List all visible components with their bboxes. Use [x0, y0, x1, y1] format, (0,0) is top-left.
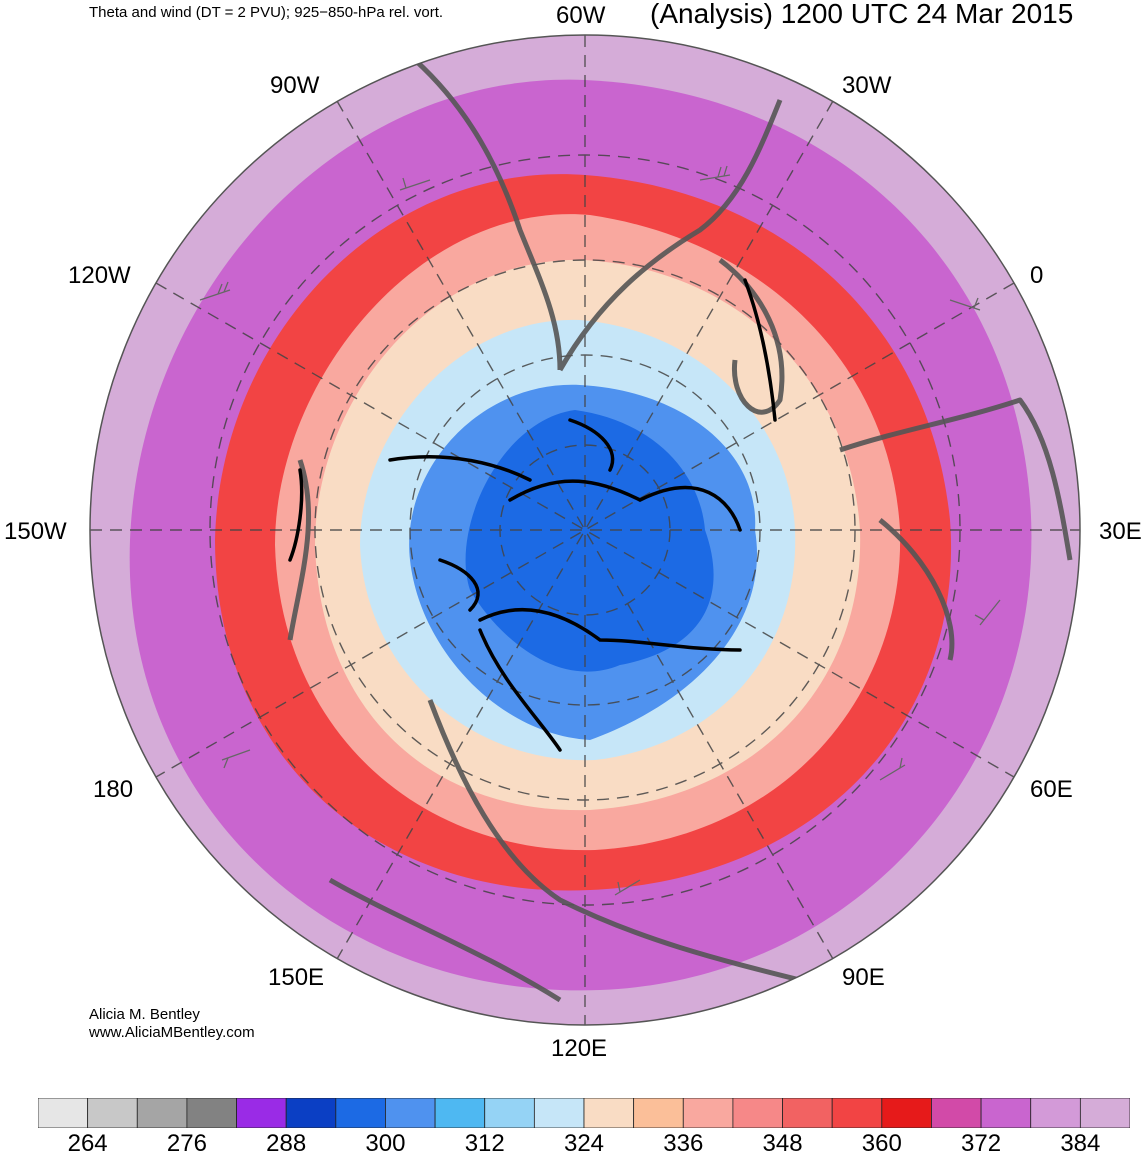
vorticity-contour [438, 558, 480, 612]
colorbar-swatch [186, 1098, 237, 1128]
coastline-alaska [287, 459, 312, 641]
coastline-europe [839, 397, 1073, 661]
wind-barb [879, 757, 906, 781]
colorbar-swatch [38, 1098, 89, 1128]
colorbar-tick-label: 384 [1060, 1130, 1101, 1157]
colorbar-swatch [533, 1098, 585, 1128]
vorticity-contour [478, 607, 742, 652]
wind-barb [974, 599, 1001, 626]
wind-barb [614, 879, 641, 896]
vorticity-contour [743, 278, 777, 422]
credit-website: www.AliciaMBentley.com [89, 1024, 255, 1041]
colorbar-tick-label: 324 [563, 1130, 605, 1157]
coastlines [287, 58, 1073, 1003]
colorbar-swatch [583, 1098, 635, 1128]
lon-label-60e: 60E [1030, 776, 1073, 803]
colorbar-swatch [732, 1098, 783, 1128]
wind-barb [221, 749, 251, 769]
vorticity-contour [508, 479, 742, 532]
vorticity-contours [288, 278, 777, 752]
colorbar-tick-label: 276 [166, 1130, 207, 1157]
lon-label-30e: 30E [1099, 518, 1142, 545]
lon-label-180: 180 [93, 776, 134, 803]
theta-dark-blue-core [465, 410, 714, 672]
colorbar-tick-label: 372 [961, 1130, 1002, 1157]
vorticity-contour [388, 455, 532, 482]
theta-colorbar [38, 1098, 1130, 1128]
colorbar-swatch [434, 1098, 486, 1128]
vorticity-contour [568, 418, 615, 472]
colorbar-swatch [484, 1098, 535, 1128]
colorbar-swatch [633, 1098, 684, 1128]
colorbar-swatch [782, 1098, 833, 1128]
lon-label-150e: 150E [268, 964, 325, 991]
colorbar-swatch [831, 1098, 883, 1128]
chart-subtitle: Theta and wind (DT = 2 PVU); 925−850-hPa… [89, 4, 444, 21]
colorbar-swatch [1030, 1098, 1081, 1128]
wind-barb [399, 177, 431, 191]
lon-label-30w: 30W [842, 72, 892, 99]
lon-label-60w: 60W [556, 2, 606, 29]
vorticity-contour [478, 628, 562, 752]
lon-label-150w: 150W [4, 518, 67, 545]
lat-lon-grid [90, 35, 1080, 1025]
lon-label-90e: 90E [842, 964, 885, 991]
wind-barb [699, 165, 731, 181]
colorbar-tick-label: 264 [67, 1130, 108, 1157]
wind-barbs [199, 165, 1001, 896]
wind-barb [949, 297, 981, 311]
colorbar-swatch [682, 1098, 734, 1128]
polar-stereographic-map [89, 34, 1081, 1026]
colorbar-tick-label: 348 [762, 1130, 803, 1157]
colorbar-swatch [881, 1098, 932, 1128]
colorbar-swatch [980, 1098, 1032, 1128]
colorbar-tick-label: 300 [365, 1130, 406, 1157]
colorbar-swatch [136, 1098, 188, 1128]
colorbar-tick-label: 312 [464, 1130, 505, 1157]
colorbar-tick-label: 360 [861, 1130, 902, 1157]
coastline-asia [328, 699, 801, 1003]
colorbar-swatch [285, 1098, 337, 1128]
colorbar-tick-label: 288 [266, 1130, 307, 1157]
map-boundary [89, 34, 1081, 1026]
vorticity-contour [288, 468, 304, 562]
colorbar-swatch [1079, 1098, 1130, 1128]
colorbar-swatch [236, 1098, 287, 1128]
colorbar-swatch [931, 1098, 982, 1128]
credit-author: Alicia M. Bentley [89, 1006, 200, 1023]
colorbar-swatch [335, 1098, 386, 1128]
analysis-time-title: (Analysis) 1200 UTC 24 Mar 2015 [650, 0, 1074, 29]
lon-label-90w: 90W [270, 72, 320, 99]
lon-label-120e: 120E [551, 1035, 608, 1062]
wind-barb [199, 281, 231, 301]
colorbar-tick-label: 336 [663, 1130, 704, 1157]
colorbar-swatch [385, 1098, 436, 1128]
lon-label-0: 0 [1030, 262, 1044, 289]
coastline-north-america [413, 58, 783, 372]
lon-label-120w: 120W [68, 262, 131, 289]
colorbar-swatch [87, 1098, 138, 1128]
